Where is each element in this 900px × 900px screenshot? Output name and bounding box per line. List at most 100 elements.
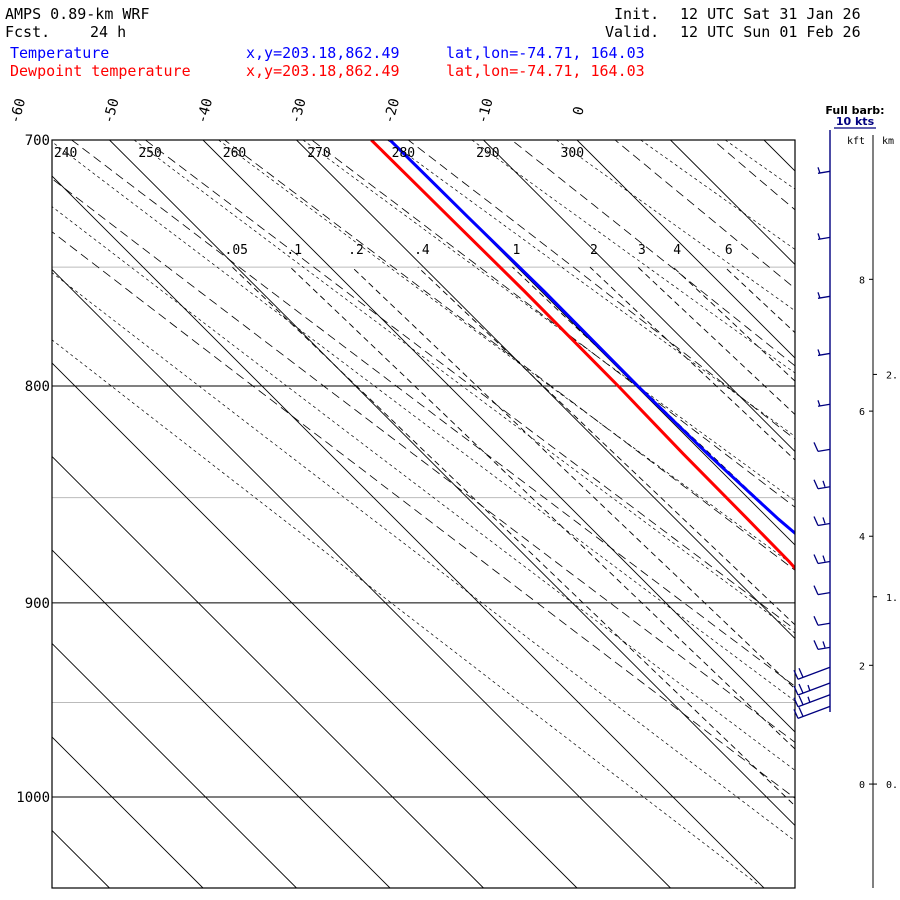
- wind-barb: [817, 400, 831, 407]
- pressure-label-1000: 1000: [16, 790, 50, 806]
- theta-label-270: 270: [307, 146, 330, 161]
- isotherm-line: [52, 549, 391, 888]
- moist-adiabat: [223, 140, 795, 571]
- mixing-ratio-line: [672, 266, 795, 382]
- mixing-ratio-label: .4: [414, 243, 430, 258]
- dewpoint-latlon: lat,lon=-74.71, 164.03: [446, 62, 645, 80]
- moist-adiabat: [712, 140, 795, 211]
- isotherm-line: [109, 140, 795, 827]
- dry-adiabat: [724, 140, 795, 190]
- dewpoint-xy: x,y=203.18,862.49: [246, 62, 400, 80]
- isotherm-line: [763, 140, 795, 172]
- mixing-ratio-lines: [231, 266, 795, 807]
- dry-adiabat: [52, 141, 795, 702]
- wind-barb: [813, 479, 831, 490]
- theta-label-240: 240: [54, 146, 77, 161]
- isotherm-line: [52, 642, 297, 888]
- axis-labels: 7008009001000-70-60-50-40-30-20-10010220…: [7, 97, 733, 806]
- valid-label: Valid.: [605, 23, 660, 41]
- isotherm-line: [296, 140, 795, 640]
- background-grid: [52, 140, 795, 798]
- isotherm-label-0: 0: [570, 105, 588, 117]
- wind-barbs: Full barb:10 kts: [793, 104, 885, 719]
- moist-adiabat: [144, 140, 795, 630]
- wind-barb: [817, 349, 831, 357]
- kft-tick-label: 8: [859, 275, 865, 286]
- kft-label: kft: [847, 136, 865, 147]
- wind-barb: [793, 694, 831, 708]
- wind-barb: [817, 233, 831, 241]
- dewpoint-line: [370, 140, 795, 571]
- isotherm-label--10: -10: [475, 97, 497, 126]
- barb-legend-units: 10 kts: [836, 115, 875, 128]
- isotherm-line: [670, 140, 795, 266]
- kft-tick-label: 0: [859, 780, 865, 791]
- km-tick-label: 2.: [886, 370, 898, 381]
- moist-adiabat: [407, 140, 795, 440]
- km-tick-label: 1.: [886, 593, 898, 604]
- moist-adiabat: [52, 231, 795, 799]
- isotherm-line: [52, 829, 110, 888]
- theta-label-290: 290: [476, 146, 499, 161]
- moist-adiabat: [511, 140, 795, 367]
- wind-barb: [793, 666, 831, 680]
- plot-frame: [51, 139, 796, 889]
- forecast-hour: 24 h: [90, 23, 127, 41]
- isotherm-label--40: -40: [194, 97, 216, 126]
- kft-tick-label: 4: [859, 532, 865, 543]
- dry-adiabat: [302, 140, 795, 502]
- isotherm-line: [52, 268, 671, 888]
- dry-adiabat: [810, 140, 900, 884]
- wind-barb: [813, 554, 831, 565]
- temperature-xy: x,y=203.18,862.49: [246, 44, 400, 62]
- mixing-ratio-line: [512, 266, 795, 535]
- init-label: Init.: [614, 5, 660, 23]
- temperature-legend-label: Temperature: [10, 44, 110, 62]
- dewpoint-legend-label: Dewpoint temperature: [10, 62, 191, 80]
- km-tick-label: 0.: [886, 780, 898, 791]
- moist-adiabat: [773, 114, 900, 887]
- valid-time: 12 UTC Sun 01 Feb 26: [680, 23, 861, 41]
- isotherm-line: [52, 455, 484, 888]
- sounding-series: [370, 140, 795, 571]
- isotherm-label--30: -30: [288, 97, 310, 126]
- isotherm-line: [858, 140, 900, 888]
- dry-adiabat: [218, 140, 795, 567]
- pressure-label-700: 700: [25, 133, 50, 149]
- moist-adiabat: [311, 140, 795, 508]
- isotherm-line: [202, 140, 795, 733]
- mixing-ratio-label: 1: [512, 243, 520, 258]
- wind-barb: [793, 705, 831, 719]
- isotherm-label--60: -60: [7, 97, 29, 126]
- kft-tick-label: 2: [859, 661, 865, 672]
- km-label: km: [882, 136, 894, 147]
- wind-barb: [817, 292, 831, 299]
- mixing-ratio-label: .05: [225, 243, 248, 258]
- moist-adiabat: [614, 140, 795, 290]
- moist-adiabat: [52, 178, 795, 743]
- wind-barb: [817, 167, 831, 174]
- isotherm-label--20: -20: [381, 97, 403, 126]
- isotherm-line: [576, 140, 795, 359]
- dry-adiabat: [387, 140, 795, 437]
- kft-tick-label: 6: [859, 407, 865, 418]
- isotherm-line: [52, 362, 578, 888]
- theta-label-300: 300: [561, 146, 584, 161]
- wind-barb: [813, 640, 831, 651]
- moist-adiabat: [71, 140, 795, 687]
- temperature-latlon: lat,lon=-74.71, 164.03: [446, 44, 645, 62]
- mixing-ratio-line: [724, 266, 795, 334]
- theta-label-260: 260: [223, 146, 246, 161]
- mixing-ratio-line: [231, 266, 795, 807]
- model-title: AMPS 0.89-km WRF: [5, 5, 150, 23]
- moist-adiabat-lines: [52, 114, 900, 887]
- height-axis: kft km 8 6 4 2 0 2. 1. 0.: [847, 135, 898, 888]
- mixing-ratio-label: .1: [286, 243, 302, 258]
- wind-barb: [813, 616, 831, 626]
- init-time: 12 UTC Sat 31 Jan 26: [680, 5, 861, 23]
- temperature-line: [388, 140, 795, 536]
- dry-adiabat-lines: [52, 140, 900, 885]
- wind-barb: [813, 585, 831, 596]
- wind-barb: [793, 682, 831, 696]
- theta-label-280: 280: [392, 146, 415, 161]
